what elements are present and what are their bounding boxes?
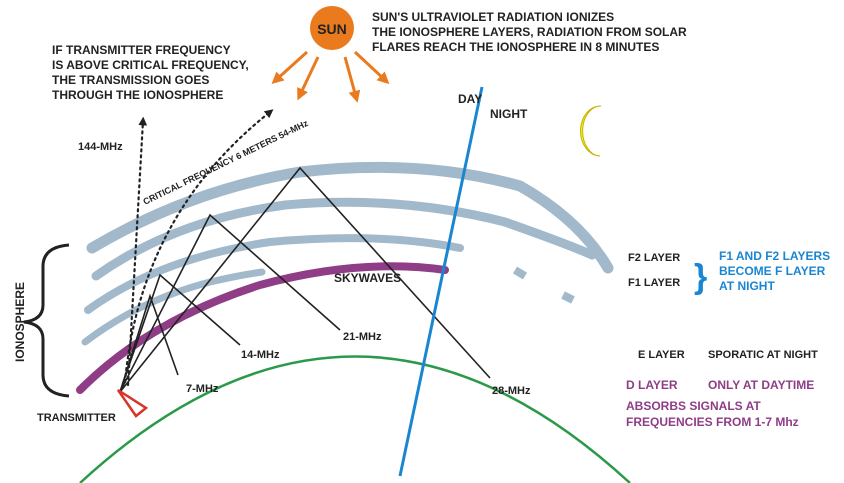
sun-caption-line: SUN'S ULTRAVIOLET RADIATION IONIZES: [372, 10, 614, 24]
skywave-14mhz: [119, 273, 241, 393]
sun-ray-arrow: [343, 56, 361, 103]
f2-layer-label: F2 LAYER: [628, 252, 680, 264]
freq-21-label: 21-MHz: [343, 331, 382, 343]
ray-critical-frequency: [123, 109, 274, 384]
day-label: DAY: [458, 92, 482, 106]
critical-note-line: IF TRANSMITTER FREQUENCY: [52, 43, 231, 57]
f-layer-note-line: BECOME F LAYER: [719, 264, 826, 278]
sun-caption-line: THE IONOSPHERE LAYERS, RADIATION FROM SO…: [372, 25, 687, 39]
sun-icon: SUN: [310, 6, 354, 50]
f1-layer-label: F1 LAYER: [628, 277, 680, 289]
crescent-moon-icon: [580, 105, 602, 157]
freq-14-label: 14-MHz: [241, 349, 280, 361]
f1-layer-night-fragment: [512, 266, 528, 280]
skywave-21mhz: [119, 213, 341, 393]
lower-e-layer-band: [81, 268, 266, 346]
ionosphere-brace: [23, 243, 70, 398]
sun-ray-arrow: [271, 50, 309, 85]
f-layer-note-line: AT NIGHT: [719, 279, 775, 293]
f-brace: }: [694, 258, 707, 296]
d-layer-label: D LAYER: [626, 378, 678, 392]
f2-layer-band: [86, 161, 614, 274]
earth-surface: [79, 355, 631, 483]
f1-layer-band: [91, 197, 597, 281]
critical-note-line: THROUGH THE IONOSPHERE: [52, 88, 223, 102]
skywaves-label: SKYWAVES: [334, 271, 401, 285]
freq-144-label: 144-MHz: [78, 141, 123, 153]
d-layer-absorb-line: FREQUENCIES FROM 1-7 Mhz: [626, 415, 799, 429]
ionosphere-label: IONOSPHERE: [13, 282, 27, 362]
sun-ray-arrow: [297, 56, 320, 101]
e-layer-label: E LAYER: [638, 349, 685, 361]
skywave-28mhz: [119, 166, 491, 393]
f-layer-note-line: F1 AND F2 LAYERS: [719, 249, 830, 263]
night-label: NIGHT: [490, 107, 528, 121]
freq-7-label: 7-MHz: [186, 383, 219, 395]
critical-note-line: THE TRANSMISSION GOES: [52, 73, 209, 87]
freq-28-label: 28-MHz: [492, 385, 531, 397]
sun-caption-line: FLARES REACH THE IONOSPHERE IN 8 MINUTES: [372, 40, 659, 54]
f1-layer-night-fragment: [561, 291, 575, 304]
critical-note-line: IS ABOVE CRITICAL FREQUENCY,: [52, 58, 249, 72]
sun-ray-arrow: [353, 50, 390, 85]
e-layer-note: SPORATIC AT NIGHT: [708, 349, 818, 361]
transmitter-antenna: [116, 388, 149, 418]
d-layer-absorb-line: ABSORBS SIGNALS AT: [626, 399, 761, 413]
day-night-divider: [398, 86, 484, 477]
sun-label: SUN: [317, 21, 347, 37]
transmitter-label: TRANSMITTER: [37, 412, 116, 424]
d-layer-note: ONLY AT DAYTIME: [708, 378, 814, 392]
